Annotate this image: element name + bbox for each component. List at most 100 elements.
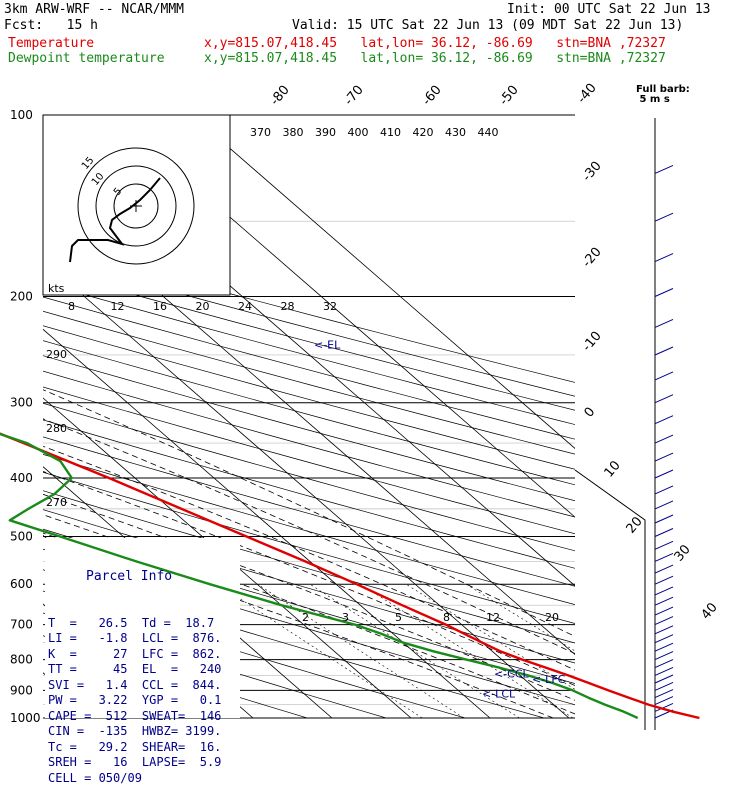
parcel-info-panel: Parcel Info T = 26.5 Td = 18.7 LI = -1.8 … [48, 538, 221, 802]
dry-adiabat [43, 436, 575, 587]
wind-barb [654, 666, 674, 676]
parcel-info-row: CIN = -135 HWBZ= 3199. [48, 724, 222, 738]
moist-adiabat-label: 8 [68, 300, 75, 313]
wind-barb [654, 681, 674, 691]
temperature-location: x,y=815.07,418.45 lat,lon= 36.12, -86.69… [204, 36, 666, 51]
wind-barb [654, 288, 674, 297]
wind-barb [654, 575, 674, 585]
parcel-level-label: <-LCL [482, 687, 516, 700]
init-time: Init: 00 UTC Sat 22 Jun 13 [507, 2, 711, 17]
dry-adiabat [43, 471, 575, 624]
parcel-info-row: SREH = 16 LAPSE= 5.9 [48, 755, 222, 769]
parcel-info-row: CAPE = 512 SWEAT= 146 [48, 708, 222, 723]
parcel-level-label: <-CCL [494, 668, 530, 681]
dry-adiabat [43, 310, 575, 455]
dewpoint-legend: Dewpoint temperature [8, 51, 165, 66]
wind-barb [654, 586, 674, 596]
isotherm-label: 30 [672, 542, 694, 564]
wind-barb [654, 702, 674, 712]
mixing-ratio-label: 3 [342, 611, 349, 624]
dry-adiabat [43, 490, 575, 644]
theta-label: 270 [46, 496, 67, 509]
wind-barb [654, 625, 674, 635]
isotherm-label: -10 [580, 329, 605, 355]
forecast-hour: Fcst: 15 h [4, 18, 98, 33]
pressure-tick-label: 400 [10, 471, 33, 485]
wind-barb [654, 564, 674, 574]
isotherm-line [191, 115, 575, 449]
isotherm-label: -30 [580, 159, 605, 185]
isotherm-label: -60 [420, 83, 445, 109]
pressure-tick-label: 200 [10, 290, 33, 304]
dry-adiabat [43, 340, 575, 486]
temperature-line [0, 432, 700, 720]
hodograph-ring [77, 147, 195, 265]
parcel-info-row: TT = 45 EL = 240 [48, 662, 222, 676]
pressure-tick-label: 1000 [10, 711, 41, 725]
moist-adiabat [43, 389, 575, 637]
moist-adiabat-label: 24 [238, 300, 252, 313]
wind-barb [654, 689, 674, 699]
parcel-info-row: LI = -1.8 LCL = 876. [48, 631, 222, 645]
moist-adiabat-label: 28 [281, 300, 295, 313]
dry-adiabat [43, 255, 575, 397]
isotherm-label: -70 [342, 83, 367, 109]
mixing-ratio-line [217, 583, 423, 718]
barb-legend: Full barb: 5 m s [636, 84, 690, 105]
mixing-ratio-label: 2 [302, 611, 309, 624]
theta-label: 400 [348, 126, 369, 139]
hodograph-ring [113, 183, 159, 229]
parcel-info-row: Tc = 29.2 SHEAR= 16. [48, 739, 222, 754]
wind-barb [654, 318, 674, 328]
pressure-tick-label: 100 [10, 108, 33, 122]
theta-label: 430 [445, 126, 466, 139]
mixing-ratio-label: 12 [486, 611, 500, 624]
isotherm-line [43, 397, 412, 718]
mixing-ratio-label: 20 [545, 611, 559, 624]
theta-label: 420 [413, 126, 434, 139]
wind-barb [654, 606, 674, 616]
isotherm-label: -20 [580, 245, 605, 271]
wind-barb [654, 415, 674, 425]
dewpoint-line [0, 432, 639, 720]
valid-time: Valid: 15 UTC Sat 22 Jun 13 (09 MDT Sat … [292, 18, 684, 33]
wind-barb [654, 346, 674, 356]
wind-barb [654, 674, 674, 684]
temperature-legend: Temperature [8, 36, 95, 51]
parcel-info-row: T = 26.5 Td = 18.7 [48, 615, 215, 630]
dry-adiabat [43, 612, 387, 718]
wind-barb [654, 500, 674, 510]
pressure-tick-label: 300 [10, 396, 33, 410]
wind-barb [654, 452, 674, 462]
theta-label: 410 [380, 126, 401, 139]
dry-adiabat [43, 269, 575, 411]
hodograph-trace [69, 177, 161, 263]
pressure-tick-label: 900 [10, 683, 33, 697]
wind-panel-border [574, 469, 646, 730]
pressure-tick-label: 600 [10, 577, 33, 591]
pressure-tick-label: 800 [10, 653, 33, 667]
model-title: 3km ARW-WRF -- NCAR/MMM [4, 2, 185, 17]
isotherm-line [43, 260, 570, 718]
isotherm-label: 10 [602, 458, 624, 480]
pressure-tick-label: 500 [10, 529, 33, 543]
hodograph-units-label: kts [48, 282, 65, 295]
wind-barb [654, 469, 674, 479]
dry-adiabat [43, 419, 575, 569]
hodograph-ring-label: 5 [112, 186, 125, 198]
wind-barb [654, 485, 674, 495]
isotherm-label: -50 [497, 83, 522, 109]
dry-adiabat [43, 569, 545, 718]
theta-label: 280 [46, 422, 67, 435]
wind-barb [654, 164, 674, 174]
isotherm-label: -80 [268, 83, 293, 109]
wind-barb [654, 514, 674, 524]
theta-label: 440 [478, 126, 499, 139]
theta-label: 290 [46, 348, 67, 361]
pressure-tick-label: 700 [10, 618, 33, 632]
wind-barb [654, 634, 674, 644]
dewpoint-location: x,y=815.07,418.45 lat,lon= 36.12, -86.69… [204, 51, 666, 66]
dry-adiabat [43, 242, 575, 383]
moist-adiabat-label: 12 [111, 300, 125, 313]
